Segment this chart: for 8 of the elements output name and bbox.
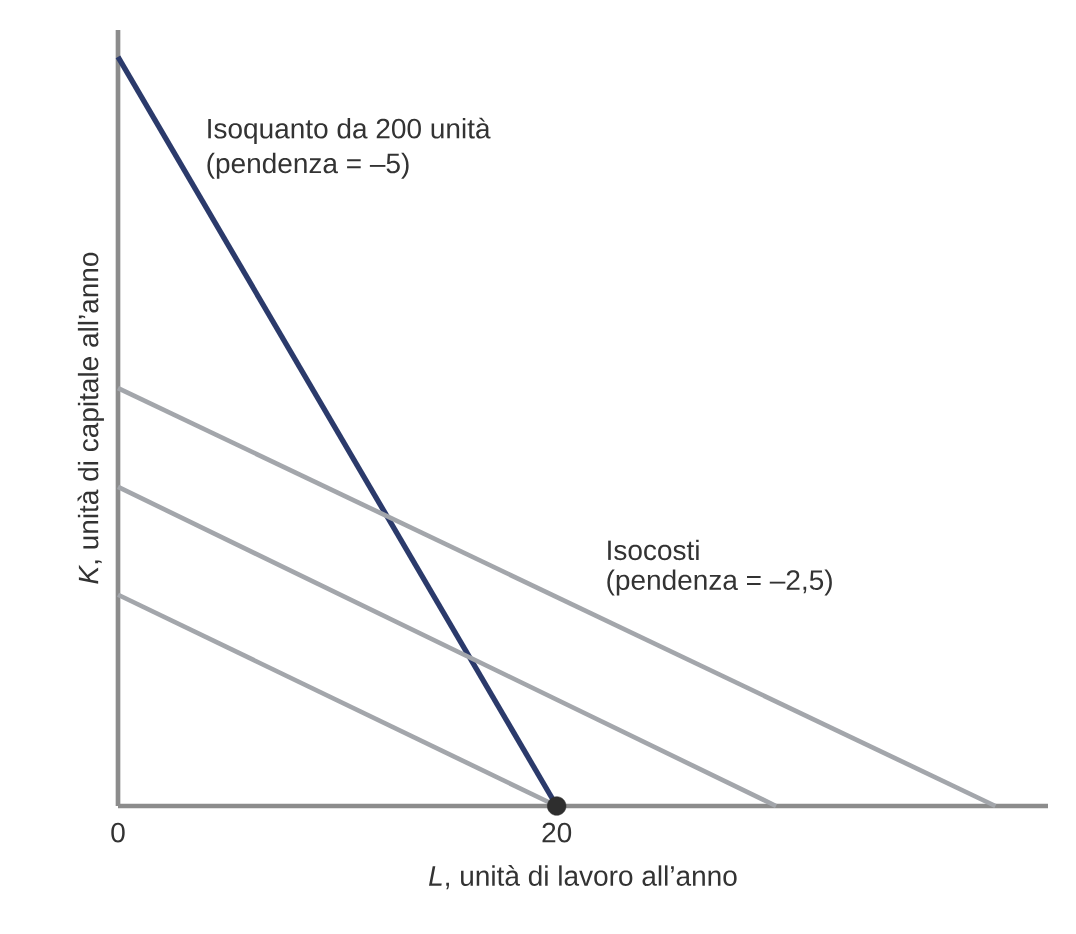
annotation: Isoquanto da 200 unità xyxy=(208,117,491,145)
x-tick-label: 0 xyxy=(111,822,125,843)
x-tick-label: 20 xyxy=(542,822,572,843)
y-axis-title: K, unità di capitale all’anno xyxy=(77,252,104,584)
x-axis-title: L, unità di lavoro all’anno xyxy=(428,865,737,890)
annotation: (pendenza = –2,5) xyxy=(607,569,832,596)
annotation: (pendenza = –5) xyxy=(207,152,409,179)
annotation: Isocosti xyxy=(608,539,699,561)
